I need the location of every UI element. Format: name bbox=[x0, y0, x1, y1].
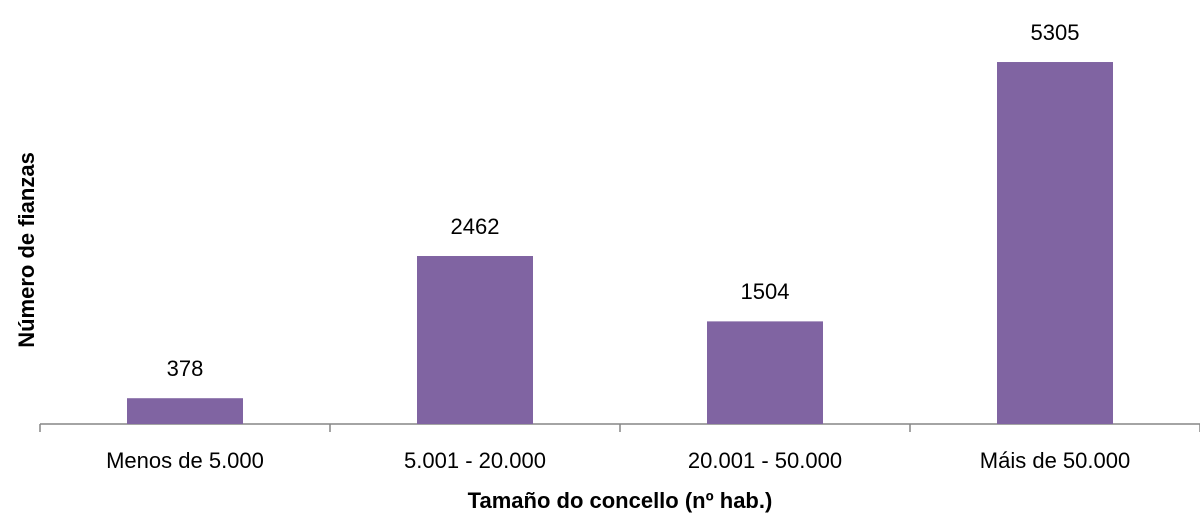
x-tick-label: Máis de 50.000 bbox=[980, 448, 1130, 473]
x-tick-label: 5.001 - 20.000 bbox=[404, 448, 546, 473]
x-axis-label: Tamaño do concello (nº hab.) bbox=[468, 488, 773, 513]
bar bbox=[997, 62, 1113, 425]
x-tick-label: Menos de 5.000 bbox=[106, 448, 264, 473]
y-axis-label: Número de fianzas bbox=[14, 152, 39, 348]
value-label: 5305 bbox=[1031, 20, 1080, 45]
value-label: 378 bbox=[167, 356, 204, 381]
bar bbox=[417, 256, 533, 424]
value-label: 1504 bbox=[741, 279, 790, 304]
value-label: 2462 bbox=[451, 214, 500, 239]
x-tick-label: 20.001 - 50.000 bbox=[688, 448, 842, 473]
bar bbox=[127, 398, 243, 424]
bar bbox=[707, 321, 823, 424]
